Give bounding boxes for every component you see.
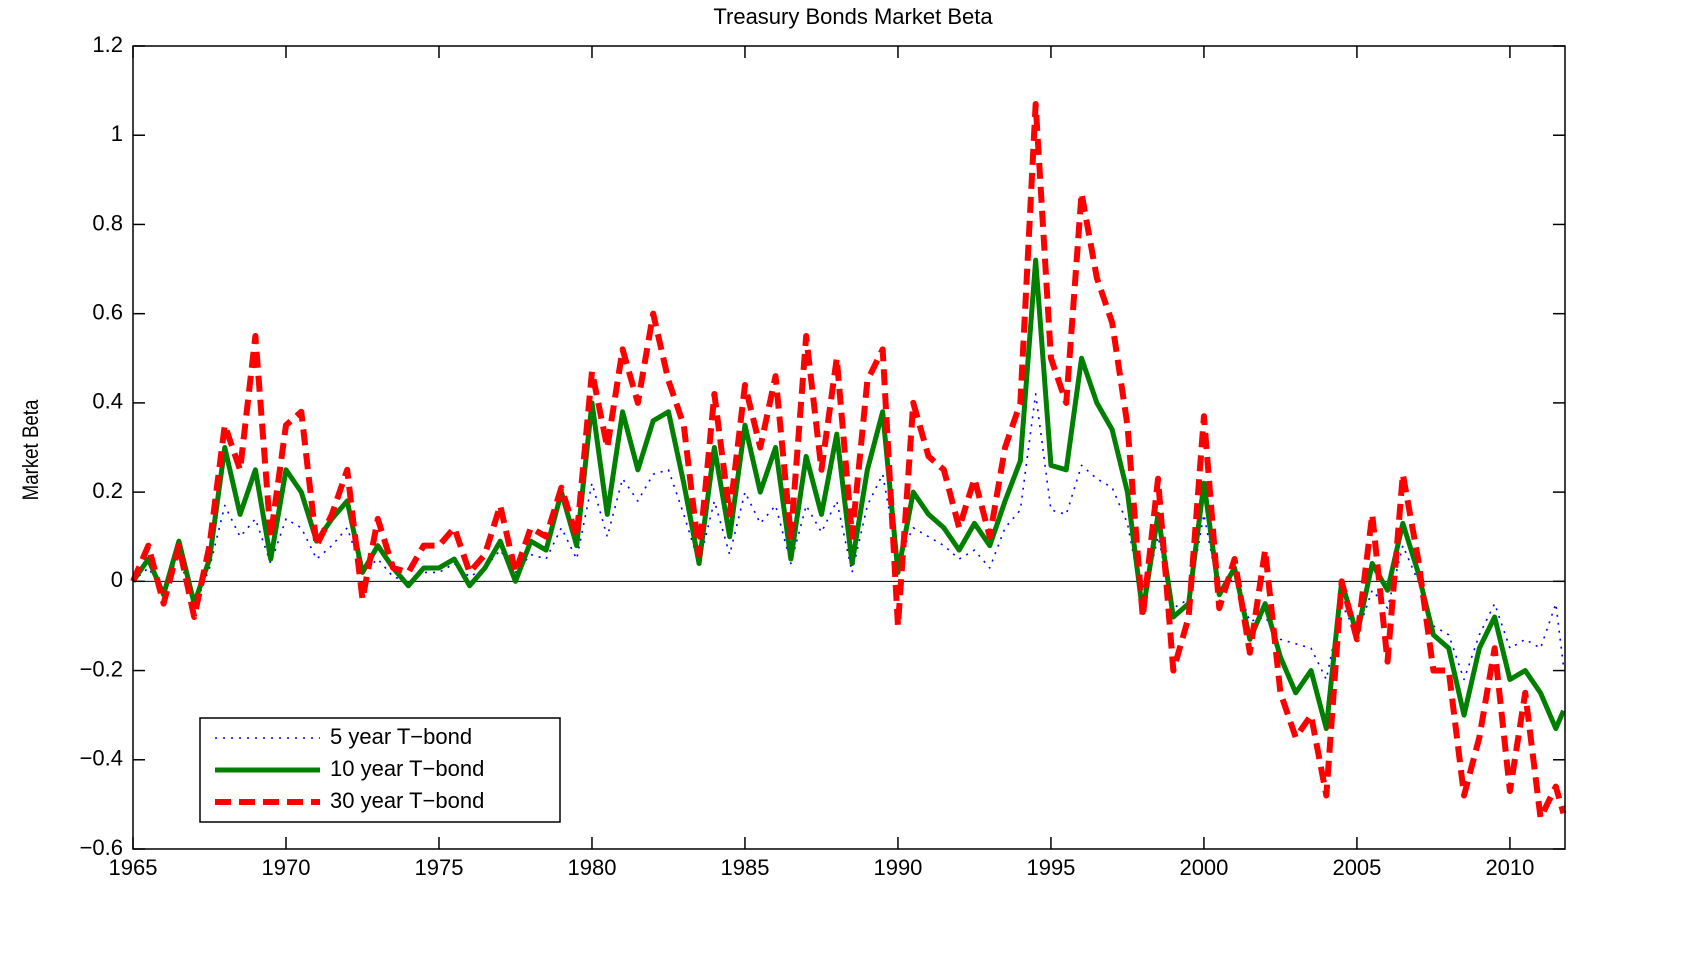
x-tick-label: 1995	[1026, 855, 1075, 880]
x-tick-label: 2000	[1179, 855, 1228, 880]
x-tick-label: 2010	[1485, 855, 1534, 880]
y-tick-label: 1	[111, 121, 123, 146]
y-tick-label: 0.6	[92, 299, 123, 324]
plot-frame	[132, 45, 1566, 850]
x-tick-label: 1970	[262, 855, 311, 880]
y-axis-label: Market Beta	[19, 399, 43, 500]
legend-label: 5 year T−bond	[330, 724, 472, 749]
x-tick-label: 2005	[1332, 855, 1381, 880]
series-line	[130, 100, 1567, 821]
y-tick-label: −0.6	[80, 835, 123, 860]
y-tick-label: 1.2	[92, 32, 123, 57]
y-tick-label: 0.8	[92, 210, 123, 235]
y-tick-label: 0	[111, 567, 123, 592]
y-tick-label: −0.4	[80, 746, 123, 771]
y-tick-label: 0.2	[92, 478, 123, 503]
y-tick-label: −0.2	[80, 656, 123, 681]
legend-label: 10 year T−bond	[330, 756, 484, 781]
x-tick-label: 1980	[567, 855, 616, 880]
chart-title: Treasury Bonds Market Beta	[713, 4, 993, 29]
legend-label: 30 year T−bond	[330, 788, 484, 813]
x-tick-label: 1975	[415, 855, 464, 880]
x-tick-label: 1965	[109, 855, 158, 880]
x-tick-label: 1990	[873, 855, 922, 880]
y-tick-label: 0.4	[92, 389, 123, 414]
x-tick-label: 1985	[720, 855, 769, 880]
